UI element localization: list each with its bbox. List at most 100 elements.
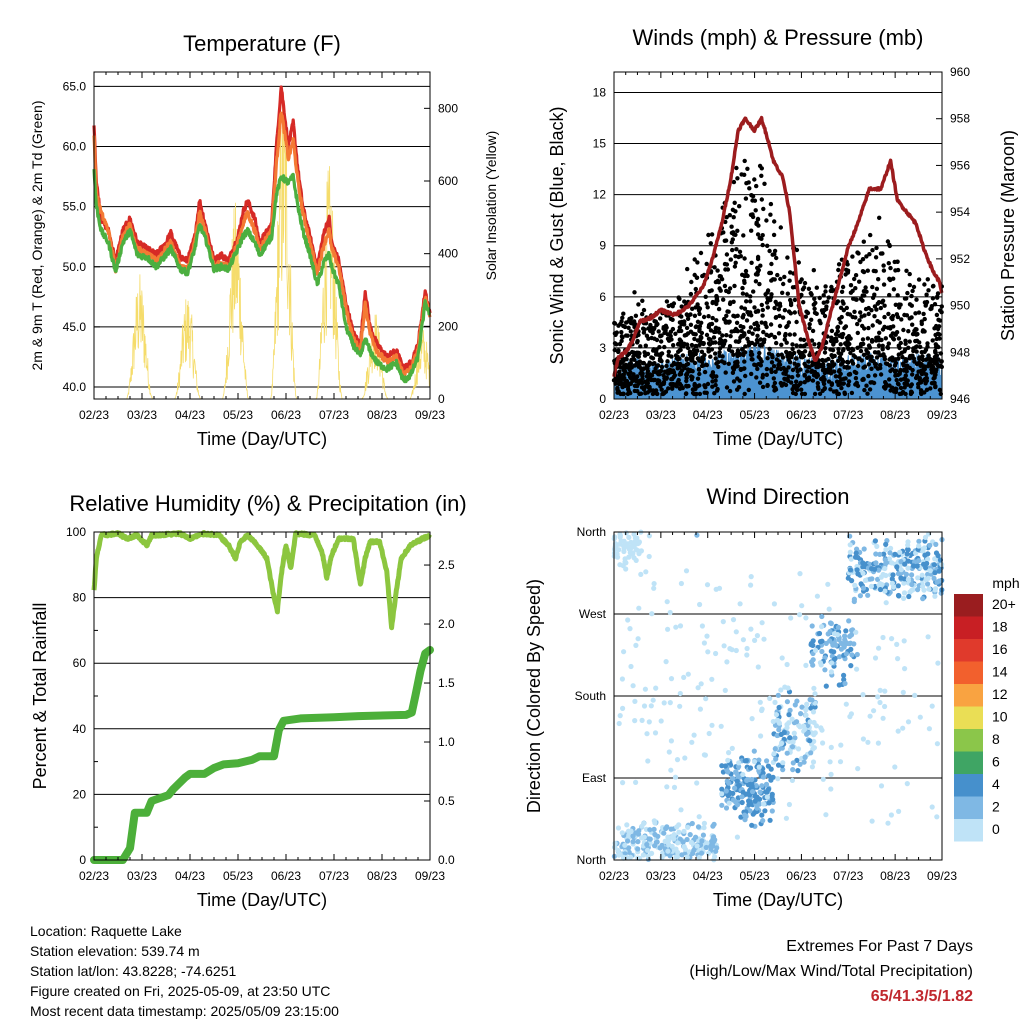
gust-point bbox=[629, 357, 634, 363]
direction-point bbox=[617, 562, 623, 568]
gust-point bbox=[622, 363, 627, 368]
gust-point bbox=[854, 297, 859, 302]
gust-point bbox=[738, 324, 743, 329]
direction-point bbox=[688, 839, 695, 846]
gust-point bbox=[830, 354, 835, 360]
direction-point bbox=[713, 586, 719, 592]
gust-point bbox=[742, 158, 747, 164]
gust-point bbox=[659, 364, 665, 370]
gust-point bbox=[801, 337, 807, 343]
direction-point bbox=[901, 580, 907, 586]
gust-point bbox=[890, 336, 896, 341]
gust-point bbox=[887, 383, 892, 388]
gust-point bbox=[874, 355, 880, 360]
gust-point bbox=[914, 338, 920, 343]
gust-point bbox=[619, 330, 624, 335]
direction-point bbox=[789, 716, 795, 722]
gust-point bbox=[794, 365, 799, 370]
direction-point bbox=[678, 580, 685, 587]
direction-point bbox=[752, 637, 758, 644]
gust-point bbox=[764, 300, 770, 305]
legend-label: 8 bbox=[992, 731, 1000, 747]
direction-point bbox=[632, 718, 638, 724]
direction-point bbox=[877, 687, 883, 694]
gust-point bbox=[726, 361, 731, 366]
gust-point bbox=[632, 388, 637, 394]
direction-point bbox=[881, 551, 887, 557]
direction-point bbox=[726, 800, 732, 806]
gust-point bbox=[924, 292, 929, 297]
gust-point bbox=[626, 351, 632, 356]
gust-point bbox=[915, 331, 920, 337]
direction-point bbox=[747, 792, 753, 798]
gust-point bbox=[811, 268, 816, 273]
gust-point bbox=[826, 365, 832, 371]
direction-point bbox=[614, 551, 620, 557]
direction-point bbox=[733, 629, 739, 635]
direction-point bbox=[752, 793, 758, 799]
gust-point bbox=[896, 356, 901, 361]
gust-point bbox=[877, 330, 882, 335]
direction-point bbox=[896, 808, 902, 815]
direction-point bbox=[768, 777, 774, 783]
gust-point bbox=[785, 255, 790, 260]
gust-point bbox=[771, 376, 776, 381]
direction-point bbox=[759, 812, 765, 818]
gust-point bbox=[680, 353, 686, 358]
gust-point bbox=[925, 364, 931, 369]
gust-point bbox=[820, 361, 826, 367]
gust-point bbox=[807, 325, 812, 331]
gust-point bbox=[909, 293, 914, 299]
gust-point bbox=[776, 307, 781, 312]
gust-point bbox=[662, 376, 667, 381]
direction-point bbox=[828, 771, 834, 778]
gust-point bbox=[861, 377, 866, 382]
direction-point bbox=[926, 586, 932, 592]
gust-point bbox=[812, 296, 817, 301]
direction-point bbox=[733, 799, 739, 805]
direction-point bbox=[838, 742, 844, 748]
direction-point bbox=[635, 846, 641, 852]
gust-point bbox=[772, 305, 777, 311]
gust-point bbox=[770, 355, 775, 360]
gust-point bbox=[840, 299, 845, 304]
direction-point bbox=[719, 786, 725, 792]
gust-point bbox=[758, 337, 763, 342]
gust-point bbox=[617, 369, 622, 374]
direction-point bbox=[666, 749, 672, 755]
direction-point bbox=[797, 571, 803, 577]
direction-point bbox=[810, 709, 817, 715]
gust-point bbox=[709, 288, 714, 293]
gust-point bbox=[722, 238, 727, 243]
gust-point bbox=[930, 363, 935, 369]
direction-point bbox=[739, 794, 745, 800]
gust-point bbox=[934, 367, 939, 372]
gust-point bbox=[928, 386, 933, 391]
direction-point bbox=[831, 631, 838, 637]
figure-created: Figure created on Fri, 2025-05-09, at 23… bbox=[30, 983, 331, 999]
direction-point bbox=[853, 554, 859, 560]
gust-point bbox=[851, 347, 856, 353]
gust-point bbox=[785, 323, 790, 328]
gust-point bbox=[708, 241, 713, 246]
gust-point bbox=[882, 303, 887, 308]
y-tick-label: 45.0 bbox=[63, 320, 87, 334]
gust-point bbox=[647, 388, 652, 393]
gust-point bbox=[932, 375, 937, 380]
direction-point bbox=[639, 717, 645, 724]
gust-point bbox=[774, 255, 779, 261]
gust-point bbox=[805, 369, 810, 374]
gust-point bbox=[794, 356, 799, 361]
gust-point bbox=[918, 380, 924, 385]
gust-point bbox=[828, 338, 834, 344]
direction-point bbox=[869, 818, 875, 824]
gust-point bbox=[809, 338, 815, 343]
gust-point bbox=[910, 372, 915, 377]
gust-point bbox=[698, 250, 704, 256]
gust-point bbox=[689, 355, 694, 360]
precipitation-line bbox=[90, 646, 434, 864]
gust-point bbox=[841, 376, 847, 381]
direction-point bbox=[847, 640, 854, 646]
direction-point bbox=[681, 828, 687, 835]
gust-point bbox=[795, 373, 801, 378]
